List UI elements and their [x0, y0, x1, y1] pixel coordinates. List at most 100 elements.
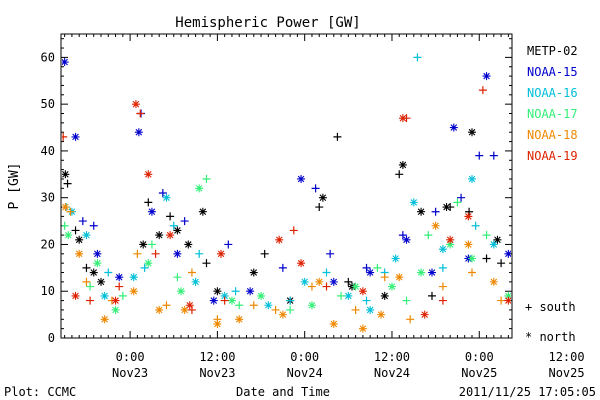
north-point — [75, 249, 84, 258]
plot-frame — [60, 33, 513, 339]
marker-legend-entry: * north — [525, 330, 576, 344]
south-point — [333, 132, 342, 141]
south-point — [406, 315, 415, 324]
south-point — [373, 263, 382, 272]
y-tick-label: 10 — [41, 284, 55, 298]
marker-legend: + south * north — [525, 300, 576, 344]
north-point — [402, 235, 411, 244]
y-tick-label: 50 — [41, 97, 55, 111]
south-point — [322, 282, 331, 291]
north-point — [217, 249, 226, 258]
x-tick-time-label: 0:00 — [290, 350, 319, 364]
north-point — [541, 320, 549, 328]
south-point — [286, 305, 295, 314]
south-point — [526, 166, 534, 174]
south-point — [413, 53, 422, 62]
north-point — [530, 278, 538, 286]
south-point — [89, 221, 98, 230]
north-point — [380, 291, 389, 300]
south-point — [424, 231, 433, 240]
x-tick-date-label: Nov23 — [199, 366, 235, 380]
north-point — [431, 221, 440, 230]
south-point — [278, 263, 287, 272]
south-point — [62, 132, 68, 141]
north-point — [563, 203, 571, 211]
y-tick-label: 60 — [41, 50, 55, 64]
north-point — [442, 203, 451, 212]
north-point — [195, 184, 204, 193]
south-point — [548, 212, 556, 220]
north-point — [467, 174, 476, 183]
north-point — [257, 291, 266, 300]
north-point — [592, 320, 600, 328]
north-point — [264, 301, 273, 310]
south-point — [438, 282, 447, 291]
north-point — [246, 287, 255, 296]
south-point — [62, 221, 69, 230]
south-point — [271, 305, 280, 314]
south-point — [286, 296, 295, 305]
data-points — [62, 53, 600, 333]
north-point — [144, 259, 153, 268]
north-point — [417, 268, 426, 277]
north-point — [300, 277, 309, 286]
legend: METP-02 NOAA-15 NOAA-16 NOAA-17 NOAA-18 NOAA-… — [527, 44, 578, 163]
north-point — [213, 287, 222, 296]
x-tick-date-label: Nov24 — [287, 366, 323, 380]
north-point — [395, 273, 404, 282]
x-tick-date-label: Nov25 — [461, 366, 497, 380]
south-point — [180, 217, 189, 226]
legend-entry: NOAA-15 — [527, 65, 578, 79]
south-point — [533, 269, 541, 277]
north-point — [71, 132, 80, 141]
legend-entry: NOAA-19 — [527, 149, 578, 163]
north-point — [100, 315, 109, 324]
north-point — [366, 268, 375, 277]
south-point — [471, 221, 480, 230]
south-point — [552, 273, 560, 281]
north-point — [555, 278, 563, 286]
north-point — [417, 207, 426, 216]
north-point — [93, 249, 102, 258]
south-point — [311, 184, 320, 193]
north-point — [71, 291, 80, 300]
north-point — [173, 226, 182, 235]
north-point — [446, 235, 455, 244]
south-point — [380, 273, 389, 282]
south-point — [482, 231, 491, 240]
north-point — [62, 58, 69, 67]
north-point — [548, 287, 556, 295]
south-point — [337, 291, 346, 300]
south-point — [202, 259, 211, 268]
north-point — [198, 207, 207, 216]
south-point — [592, 297, 600, 305]
north-point — [185, 301, 194, 310]
south-point — [86, 296, 95, 305]
south-point — [315, 203, 324, 212]
south-point — [326, 249, 335, 258]
north-point — [315, 277, 324, 286]
north-point — [191, 277, 200, 286]
north-point — [144, 170, 153, 179]
south-point — [235, 301, 244, 310]
north-point — [162, 193, 171, 202]
south-point — [136, 109, 145, 118]
north-point — [541, 222, 549, 230]
north-point — [147, 207, 156, 216]
north-point — [493, 235, 502, 244]
north-point — [358, 287, 367, 296]
south-point — [482, 254, 491, 263]
south-point — [162, 301, 171, 310]
south-point — [362, 263, 371, 272]
south-point — [592, 278, 600, 286]
north-point — [173, 249, 182, 258]
south-point — [427, 291, 436, 300]
south-point — [133, 249, 142, 258]
south-point — [402, 296, 411, 305]
north-point — [297, 259, 306, 268]
south-point — [351, 305, 360, 314]
south-point — [497, 296, 506, 305]
y-tick-label: 20 — [41, 237, 55, 251]
north-point — [89, 268, 98, 277]
south-point — [144, 198, 153, 207]
